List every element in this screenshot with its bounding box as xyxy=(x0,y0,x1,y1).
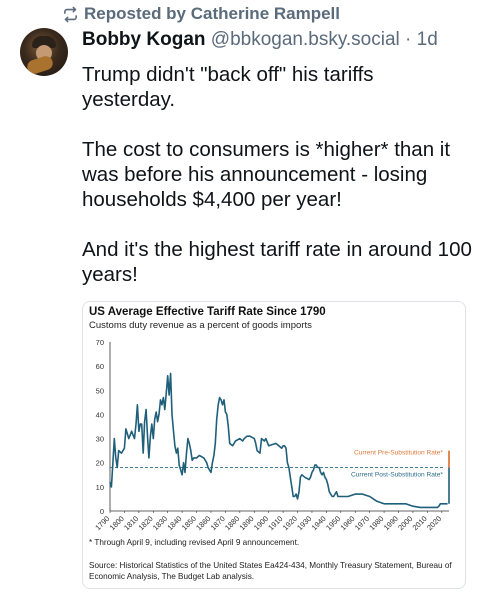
chart-title: US Average Effective Tariff Rate Since 1… xyxy=(89,306,326,318)
x-tick-label: 1840 xyxy=(165,514,183,532)
x-tick-label: 1970 xyxy=(353,514,371,532)
repost-header[interactable]: Reposted by Catherine Rampell xyxy=(62,4,340,24)
chart-source: Source: Historical Statistics of the Uni… xyxy=(89,561,452,581)
x-tick-label: 1790 xyxy=(93,514,111,532)
post-header: Bobby Kogan @bbkogan.bsky.social · 1d xyxy=(82,29,438,51)
x-tick-label: 1990 xyxy=(382,514,400,532)
x-tick-label: 1810 xyxy=(122,514,140,532)
tariff-series-line xyxy=(109,372,448,509)
x-tick-label: 1920 xyxy=(281,514,299,532)
pre-substitution-label: Current Pre-Substitution Rate* xyxy=(354,450,443,457)
y-tick-label: 60 xyxy=(96,362,104,371)
post-paragraph: And it's the highest tariff rate in arou… xyxy=(82,238,472,286)
post-substitution-label: Current Post-Substitution Rate* xyxy=(351,472,443,479)
x-tick-label: 2000 xyxy=(396,514,414,532)
x-tick-label: 1880 xyxy=(223,514,241,532)
post-time[interactable]: 1d xyxy=(416,29,438,50)
separator: · xyxy=(405,29,412,50)
x-tick-label: 1890 xyxy=(238,514,256,532)
post-paragraph: The cost to consumers is *higher* than i… xyxy=(82,138,451,211)
y-tick-label: 40 xyxy=(96,410,104,419)
x-tick-label: 2020 xyxy=(425,514,443,532)
y-tick-label: 0 xyxy=(100,507,104,516)
x-tick-label: 1980 xyxy=(367,514,385,532)
post-paragraph: Trump didn't "back off" his tariffs yest… xyxy=(82,63,374,111)
x-tick-label: 1850 xyxy=(180,514,198,532)
x-tick-label: 1870 xyxy=(209,514,227,532)
y-tick-label: 50 xyxy=(96,386,104,395)
x-tick-label: 1830 xyxy=(151,514,169,532)
x-tick-label: 1930 xyxy=(295,514,313,532)
x-tick-label: 1950 xyxy=(324,514,342,532)
y-tick-label: 20 xyxy=(96,459,104,468)
avatar[interactable] xyxy=(20,28,68,76)
post-text: Trump didn't "back off" his tariffs yest… xyxy=(82,62,472,287)
repost-label: Reposted by Catherine Rampell xyxy=(84,4,341,23)
chart-footnote: * Through April 9, including revised Apr… xyxy=(89,538,300,547)
chart-subtitle: Customs duty revenue as a percent of goo… xyxy=(89,320,312,331)
repost-icon xyxy=(64,6,77,22)
x-tick-label: 1940 xyxy=(310,514,328,532)
x-tick-label: 1910 xyxy=(266,514,284,532)
x-tick-label: 1900 xyxy=(252,514,270,532)
author-name[interactable]: Bobby Kogan xyxy=(82,29,206,50)
y-tick-label: 10 xyxy=(96,483,104,492)
x-tick-label: 1960 xyxy=(338,514,356,532)
tariff-chart: 0102030405060701790180018101820183018401… xyxy=(93,338,450,532)
author-handle[interactable]: @bbkogan.bsky.social xyxy=(210,29,400,50)
x-tick-label: 1820 xyxy=(137,514,155,532)
chart-image[interactable]: US Average Effective Tariff Rate Since 1… xyxy=(82,301,466,589)
x-tick-label: 1800 xyxy=(108,514,126,532)
y-tick-label: 70 xyxy=(96,338,104,347)
x-tick-label: 2010 xyxy=(411,514,429,532)
y-tick-label: 30 xyxy=(96,435,104,444)
x-tick-label: 1860 xyxy=(194,514,212,532)
